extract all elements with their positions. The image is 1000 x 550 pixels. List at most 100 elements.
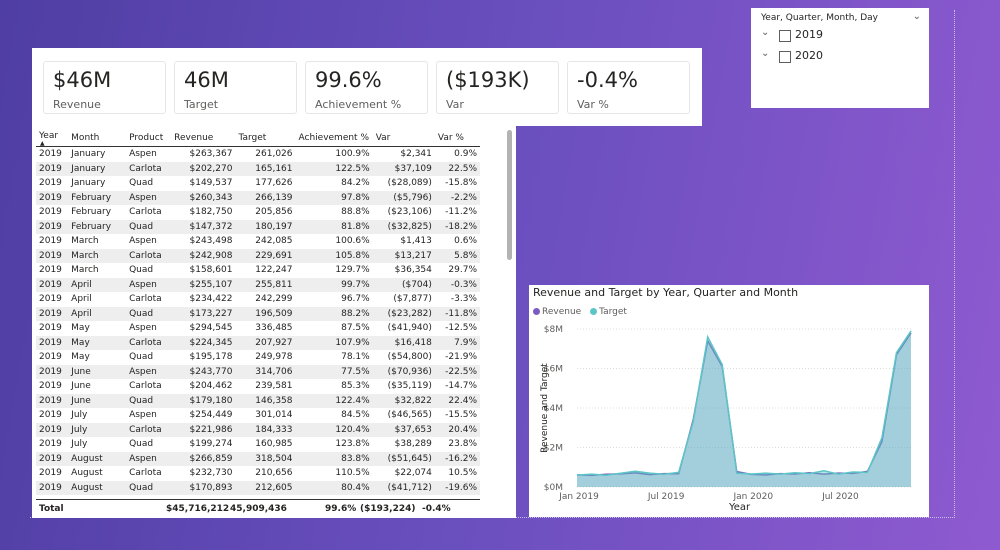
table-cell: 2019 <box>39 207 62 218</box>
kpi-card-target[interactable]: 46M Target <box>174 61 297 114</box>
table-row[interactable]: 2019 April Carlota $234,422 242,299 96.7% ($7,… <box>36 292 480 307</box>
column-header-year[interactable]: Year ▲ <box>36 130 69 147</box>
table-row[interactable]: 2019 July Carlota $221,986 184,333 120.4% $37,… <box>36 422 480 437</box>
area-revenue[interactable] <box>577 332 911 487</box>
table-row[interactable]: 2019 March Quad $158,601 122,247 129.7% $36,35… <box>36 263 480 278</box>
table-row[interactable]: 2019 April Quad $173,227 196,509 88.2% ($23,28… <box>36 306 480 321</box>
table-cell: May <box>71 352 90 363</box>
table-cell: $13,217 <box>372 248 435 263</box>
table-cell: Carlota <box>129 294 162 305</box>
table-total-row: Total $45,716,212 45,909,436 99.6% ($193… <box>36 499 480 518</box>
table-row[interactable]: 2019 August Carlota $232,730 210,656 110.5% $2… <box>36 466 480 481</box>
table-row[interactable]: 2019 June Carlota $204,462 239,581 85.3% ($35,… <box>36 379 480 394</box>
column-header-product[interactable]: Product <box>126 130 172 147</box>
table-cell: Aspen <box>129 410 157 421</box>
total-target: 45,909,436 <box>230 504 287 514</box>
total-var-pct: -0.4% <box>422 504 451 514</box>
table-cell: 249,978 <box>255 352 293 363</box>
total-var: ($193,224) <box>360 504 416 514</box>
column-header-var[interactable]: Var <box>372 130 435 147</box>
series-line-target[interactable] <box>576 330 912 477</box>
table-row[interactable]: 2019 August Aspen $266,859 318,504 83.8% ($51,… <box>36 451 480 466</box>
table-cell: Carlota <box>129 381 162 392</box>
table-cell: Quad <box>129 265 154 276</box>
table-row[interactable]: 2019 February Quad $147,372 180,197 81.8% ($32… <box>36 219 480 234</box>
kpi-label: Target <box>184 98 219 111</box>
table-cell: 2019 <box>39 236 62 247</box>
chevron-down-icon[interactable]: ⌄ <box>912 11 921 22</box>
table-row[interactable]: 2019 June Aspen $243,770 314,706 77.5% ($70,93… <box>36 364 480 379</box>
table-cell: $202,270 <box>171 161 236 176</box>
kpi-card-achievement[interactable]: 99.6% Achievement % <box>305 61 428 114</box>
data-table: Year ▲ Month Product Revenue Target Achie… <box>36 130 480 495</box>
legend-dot-icon <box>533 308 540 315</box>
table-row[interactable]: 2019 January Aspen $263,367 261,026 100.9% $2,… <box>36 147 480 162</box>
table-row[interactable]: 2019 April Aspen $255,107 255,811 99.7% ($704)… <box>36 277 480 292</box>
expand-chevron-icon[interactable]: ⌄ <box>761 27 770 38</box>
y-axis-label: Revenue and Target <box>540 363 550 453</box>
table-cell: ($28,089) <box>387 178 432 189</box>
table-cell: Carlota <box>129 207 162 218</box>
table-row[interactable]: 2019 August Quad $170,893 212,605 80.4% ($41,7… <box>36 480 480 495</box>
checkbox[interactable] <box>779 51 791 63</box>
table-cell: 5.8% <box>434 248 480 263</box>
chart-canvas: $0M $2M $4M $6M $8M Jan 2019 Jul 2019 Jan 2020 J… <box>544 325 912 502</box>
expand-chevron-icon[interactable]: ⌄ <box>761 48 770 59</box>
kpi-card-var[interactable]: ($193K) Var <box>436 61 559 114</box>
table-cell: 242,299 <box>255 294 293 305</box>
table-cell: 87.5% <box>341 323 370 334</box>
area-target[interactable] <box>577 330 911 487</box>
table-cell: 196,509 <box>235 306 296 321</box>
table-cell: $16,418 <box>372 335 435 350</box>
table-row[interactable]: 2019 February Aspen $260,343 266,139 97.8% ($5… <box>36 190 480 205</box>
table-row[interactable]: 2019 January Quad $149,537 177,626 84.2% ($28,… <box>36 176 480 191</box>
table-cell: Carlota <box>126 422 172 437</box>
table-cell: 29.7% <box>448 265 477 276</box>
series-line-revenue[interactable] <box>576 332 912 477</box>
table-cell: April <box>68 277 127 292</box>
chart-title: Revenue and Target by Year, Quarter and … <box>533 286 799 299</box>
table-row[interactable]: 2019 May Carlota $224,345 207,927 107.9% $16,4… <box>36 335 480 350</box>
table-row[interactable]: 2019 July Aspen $254,449 301,014 84.5% ($46,56… <box>36 408 480 423</box>
kpi-card-revenue[interactable]: $46M Revenue <box>43 61 166 114</box>
table-cell: February <box>68 190 127 205</box>
table-cell: -3.3% <box>450 294 477 305</box>
table-cell: 88.8% <box>341 207 370 218</box>
checkbox[interactable] <box>779 30 791 42</box>
table-cell: 336,485 <box>255 323 293 334</box>
table-row[interactable]: 2019 January Carlota $202,270 165,161 122.5% $… <box>36 161 480 176</box>
legend-item-revenue[interactable]: Revenue <box>533 307 581 317</box>
table-row[interactable]: 2019 February Carlota $182,750 205,856 88.8% (… <box>36 205 480 220</box>
table-row[interactable]: 2019 March Aspen $243,498 242,085 100.6% $1,41… <box>36 234 480 249</box>
table-scrollbar[interactable] <box>507 130 512 260</box>
column-header-revenue[interactable]: Revenue <box>171 130 236 147</box>
table-cell: 7.9% <box>434 335 480 350</box>
table-row[interactable]: 2019 May Quad $195,178 249,978 78.1% ($54,800)… <box>36 350 480 365</box>
table-cell: ($23,282) <box>372 306 435 321</box>
date-slicer: Year, Quarter, Month, Day ⌄ ⌄ 2019 ⌄ 202… <box>751 8 929 108</box>
column-header-var-pct[interactable]: Var % <box>434 130 480 147</box>
table-cell: 97.8% <box>295 190 373 205</box>
table-cell: April <box>68 306 127 321</box>
table-cell: $22,074 <box>394 468 432 479</box>
table-cell: 2019 <box>39 323 62 334</box>
table-row[interactable]: 2019 June Quad $179,180 146,358 122.4% $32,822… <box>36 393 480 408</box>
table-cell: 2019 <box>39 410 62 421</box>
table-cell: 207,927 <box>235 335 296 350</box>
total-achievement: 99.6% <box>325 504 357 514</box>
y-tick-label: $0M <box>544 483 563 493</box>
column-header-target[interactable]: Target <box>235 130 296 147</box>
table-row[interactable]: 2019 July Quad $199,274 160,985 123.8% $38,289… <box>36 437 480 452</box>
kpi-value: -0.4% <box>577 68 638 92</box>
legend-item-target[interactable]: Target <box>590 307 627 317</box>
kpi-label: Var <box>446 98 464 111</box>
column-header-achievement[interactable]: Achievement % <box>295 130 373 147</box>
table-cell: Carlota <box>126 248 172 263</box>
table-cell: $32,822 <box>372 393 435 408</box>
table-row[interactable]: 2019 March Carlota $242,908 229,691 105.8% $13… <box>36 248 480 263</box>
column-header-month[interactable]: Month <box>68 130 127 147</box>
slicer-item-label: 2019 <box>795 28 823 41</box>
table-cell: 229,691 <box>235 248 296 263</box>
kpi-card-var-pct[interactable]: -0.4% Var % <box>567 61 690 114</box>
table-row[interactable]: 2019 May Aspen $294,545 336,485 87.5% ($41,940… <box>36 321 480 336</box>
